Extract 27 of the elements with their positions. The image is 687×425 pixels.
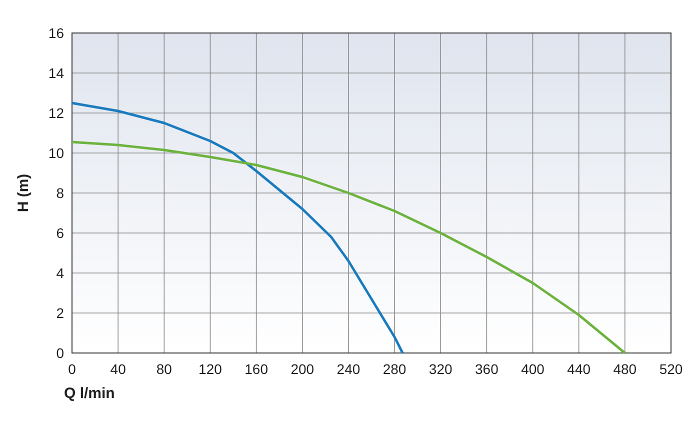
y-tick-label: 10 — [48, 145, 64, 161]
x-tick-label: 0 — [68, 361, 76, 377]
y-tick-label: 0 — [56, 345, 64, 361]
y-tick-label: 12 — [48, 105, 64, 121]
line-series — [70, 102, 404, 354]
x-axis-title: Q l/min — [64, 385, 115, 402]
y-tick-label: 6 — [56, 225, 64, 241]
x-tick-label: 40 — [110, 361, 126, 377]
y-axis-title: H (m) — [15, 174, 32, 212]
x-tick-label: 120 — [198, 361, 222, 377]
line-series — [70, 140, 626, 354]
x-tick-label: 280 — [382, 361, 406, 377]
x-tick-label: 480 — [613, 361, 637, 377]
x-tick-label: 320 — [428, 361, 453, 377]
x-tick-label: 200 — [290, 361, 314, 377]
y-tick-label: 16 — [48, 25, 64, 41]
x-tick-label: 400 — [521, 361, 545, 377]
x-tick-label: 440 — [567, 361, 591, 377]
x-tick-label: 240 — [336, 361, 360, 377]
x-tick-label: 360 — [475, 361, 499, 377]
y-tick-label: 14 — [48, 65, 64, 81]
y-tick-label: 2 — [56, 305, 64, 321]
x-tick-label: 520 — [659, 361, 683, 377]
y-tick-label: 4 — [56, 265, 64, 281]
y-tick-label: 8 — [56, 185, 64, 201]
x-tick-label: 160 — [244, 361, 268, 377]
x-tick-label: 80 — [156, 361, 172, 377]
